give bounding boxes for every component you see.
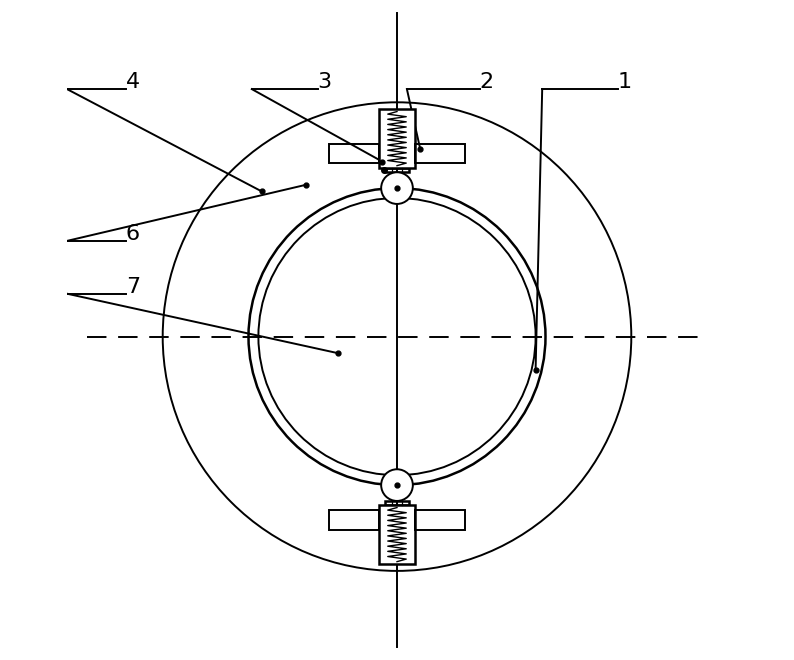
Circle shape <box>381 172 413 204</box>
Bar <box>415 143 465 164</box>
Bar <box>329 143 379 164</box>
Bar <box>379 505 415 564</box>
Text: 4: 4 <box>126 73 140 92</box>
Text: 6: 6 <box>126 224 140 244</box>
Bar <box>385 168 409 172</box>
Circle shape <box>381 469 413 501</box>
Bar <box>415 510 465 529</box>
Bar <box>379 109 415 168</box>
Text: 3: 3 <box>318 73 331 92</box>
Bar <box>329 510 379 529</box>
Text: 7: 7 <box>126 277 140 297</box>
Text: 2: 2 <box>479 73 493 92</box>
Bar <box>385 501 409 505</box>
Text: 1: 1 <box>618 73 632 92</box>
